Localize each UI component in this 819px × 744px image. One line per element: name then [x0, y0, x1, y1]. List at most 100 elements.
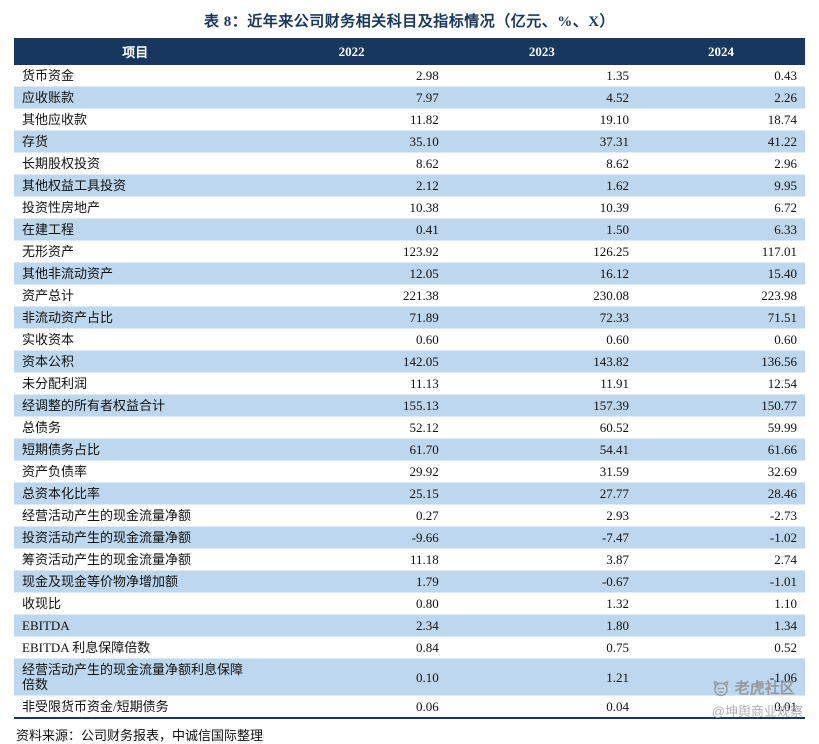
item-cell: 短期债务占比: [14, 438, 257, 461]
item-cell: EBITDA 利息保障倍数: [14, 636, 257, 659]
table-row: 资本公积 142.05 143.82 136.56: [14, 350, 805, 373]
value-cell: 155.13: [256, 394, 447, 417]
item-cell: 实收资本: [14, 328, 257, 351]
value-cell: 117.01: [637, 240, 805, 263]
header-item: 项目: [14, 38, 257, 65]
value-cell: 0.60: [446, 328, 638, 351]
item-cell: 无形资产: [14, 240, 257, 263]
table-row: 其他权益工具投资 2.12 1.62 9.95: [14, 174, 805, 197]
value-cell: -7.47: [446, 526, 638, 549]
value-cell: 28.46: [637, 482, 805, 505]
value-cell: 136.56: [637, 350, 805, 373]
value-cell: -2.73: [637, 504, 805, 527]
item-cell: 长期股权投资: [14, 152, 257, 175]
value-cell: 11.82: [256, 108, 447, 131]
value-cell: 1.21: [446, 658, 638, 696]
table-row: 总债务 52.12 60.52 59.99: [14, 416, 805, 439]
value-cell: 6.33: [637, 218, 805, 241]
value-cell: 0.01: [637, 695, 805, 719]
watermark: 老虎社区 @坤舆商业观察: [712, 677, 803, 720]
table-row: 其他非流动资产 12.05 16.12 15.40: [14, 262, 805, 285]
table-body: 货币资金 2.98 1.35 0.43 应收账款 7.97 4.52 2.26 其他应收款 11.…: [14, 65, 805, 719]
item-cell: 非受限货币资金/短期债务: [14, 695, 257, 719]
value-cell: -0.67: [446, 570, 638, 593]
value-cell: 3.87: [446, 548, 638, 571]
header-2022: 2022: [256, 38, 447, 65]
value-cell: 0.75: [446, 636, 638, 659]
value-cell: 10.39: [446, 196, 638, 219]
table-row: 总资本化比率 25.15 27.77 28.46: [14, 482, 805, 505]
value-cell: 18.74: [637, 108, 805, 131]
value-cell: 1.79: [256, 570, 447, 593]
table-row: 经营活动产生的现金流量净额 0.27 2.93 -2.73: [14, 504, 805, 527]
value-cell: 12.54: [637, 372, 805, 395]
item-cell: 未分配利润: [14, 372, 257, 395]
value-cell: 71.51: [637, 306, 805, 329]
value-cell: 142.05: [256, 350, 447, 373]
item-cell: 现金及现金等价物净增加额: [14, 570, 257, 593]
value-cell: 1.35: [446, 65, 638, 87]
value-cell: 19.10: [446, 108, 638, 131]
item-cell: 在建工程: [14, 218, 257, 241]
value-cell: 1.32: [446, 592, 638, 615]
value-cell: 0.27: [256, 504, 447, 527]
value-cell: 0.52: [637, 636, 805, 659]
table-row: 收现比 0.80 1.32 1.10: [14, 592, 805, 615]
value-cell: 16.12: [446, 262, 638, 285]
item-cell: 非流动资产占比: [14, 306, 257, 329]
table-row: EBITDA 利息保障倍数 0.84 0.75 0.52: [14, 636, 805, 659]
value-cell: 7.97: [256, 86, 447, 109]
value-cell: 25.15: [256, 482, 447, 505]
watermark-brand-line: 老虎社区: [712, 677, 803, 698]
value-cell: 0.43: [637, 65, 805, 87]
table-row: 投资性房地产 10.38 10.39 6.72: [14, 196, 805, 219]
item-cell: 存货: [14, 130, 257, 153]
value-cell: 0.06: [256, 695, 447, 719]
watermark-handle: @坤舆商业观察: [711, 704, 803, 719]
item-cell: 货币资金: [14, 65, 257, 87]
value-cell: 0.04: [446, 695, 638, 719]
table-row: 现金及现金等价物净增加额 1.79 -0.67 -1.01: [14, 570, 805, 593]
item-cell: 投资性房地产: [14, 196, 257, 219]
value-cell: 11.91: [446, 372, 638, 395]
value-cell: 15.40: [637, 262, 805, 285]
item-cell: 其他应收款: [14, 108, 257, 131]
value-cell: 11.13: [256, 372, 447, 395]
value-cell: -9.66: [256, 526, 447, 549]
value-cell: 32.69: [637, 460, 805, 483]
value-cell: 61.70: [256, 438, 447, 461]
item-cell: 总债务: [14, 416, 257, 439]
value-cell: 221.38: [256, 284, 447, 307]
value-cell: 2.98: [256, 65, 447, 87]
value-cell: 60.52: [446, 416, 638, 439]
value-cell: 35.10: [256, 130, 447, 153]
value-cell: 59.99: [637, 416, 805, 439]
header-2023: 2023: [446, 38, 638, 65]
table-row: 其他应收款 11.82 19.10 18.74: [14, 108, 805, 131]
tiger-icon: [712, 679, 730, 697]
table-row: 无形资产 123.92 126.25 117.01: [14, 240, 805, 263]
value-cell: 1.34: [637, 614, 805, 637]
table-row: 经调整的所有者权益合计 155.13 157.39 150.77: [14, 394, 805, 417]
table-row: 存货 35.10 37.31 41.22: [14, 130, 805, 153]
table-row: 资产总计 221.38 230.08 223.98: [14, 284, 805, 307]
value-cell: 8.62: [446, 152, 638, 175]
value-cell: 150.77: [637, 394, 805, 417]
value-cell: 2.93: [446, 504, 638, 527]
item-cell: 应收账款: [14, 86, 257, 109]
value-cell: 71.89: [256, 306, 447, 329]
value-cell: 12.05: [256, 262, 447, 285]
value-cell: 8.62: [256, 152, 447, 175]
value-cell: 143.82: [446, 350, 638, 373]
item-cell: 资产总计: [14, 284, 257, 307]
table-row: 实收资本 0.60 0.60 0.60: [14, 328, 805, 351]
value-cell: 1.50: [446, 218, 638, 241]
table-row: 经营活动产生的现金流量净额利息保障倍数 0.10 1.21 -1.06: [14, 658, 805, 696]
value-cell: 0.60: [637, 328, 805, 351]
table-title: 表 8：近年来公司财务相关科目及指标情况（亿元、%、X）: [203, 14, 616, 30]
item-cell: EBITDA: [14, 614, 257, 637]
value-cell: 2.74: [637, 548, 805, 571]
item-cell: 经营活动产生的现金流量净额利息保障倍数: [14, 658, 257, 696]
financial-table: 项目 2022 2023 2024 货币资金 2.98 1.35 0.43 应收账款 7.…: [14, 38, 805, 719]
value-cell: 0.10: [256, 658, 447, 696]
